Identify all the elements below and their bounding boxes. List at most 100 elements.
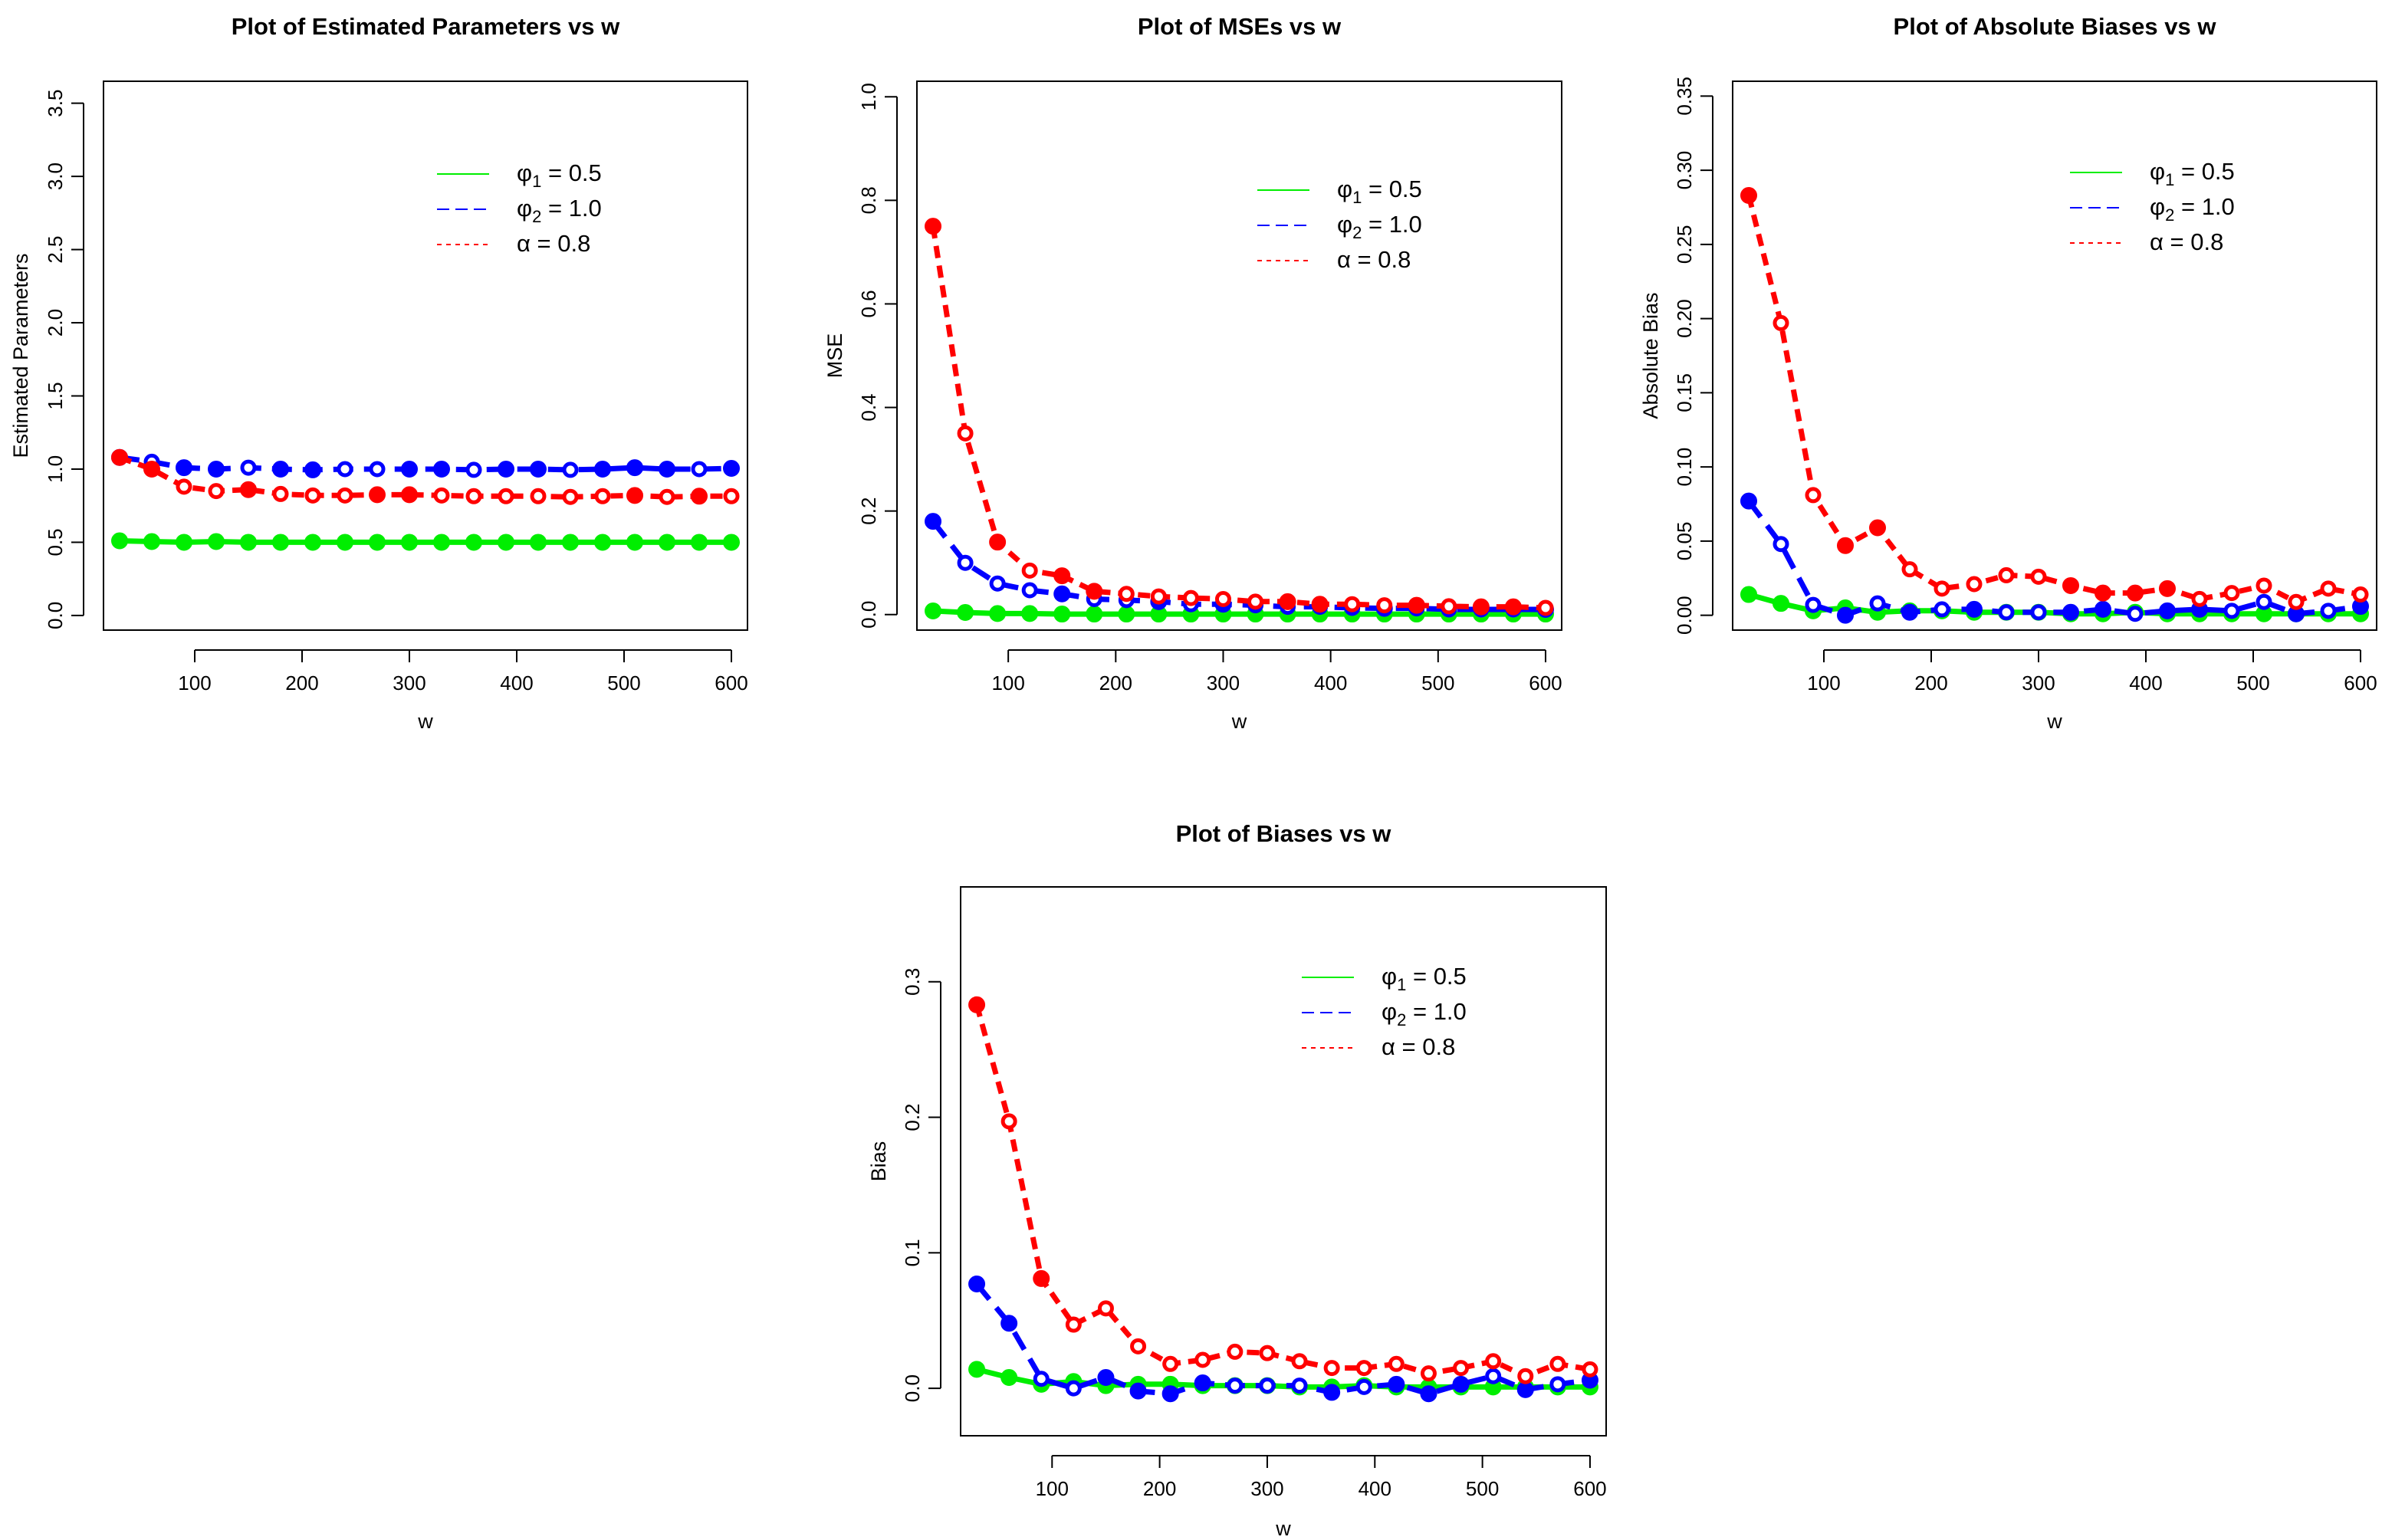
x-tick-label: 100 [178, 671, 211, 694]
chart-title: Plot of Absolute Biases vs w [1894, 13, 2217, 40]
data-point [1259, 1377, 1276, 1394]
data-point [957, 604, 974, 622]
data-point [659, 460, 675, 478]
data-point [1376, 597, 1393, 614]
data-point [337, 534, 353, 551]
x-tick-label: 100 [1807, 671, 1840, 694]
data-point [562, 488, 579, 505]
legend: φ1 = 0.5 φ2 = 1.0 α = 0.8 [437, 159, 602, 257]
data-point [1000, 1315, 1018, 1332]
x-tick-label: 200 [285, 671, 318, 694]
data-point [1901, 603, 1918, 621]
data-point [2256, 593, 2272, 610]
data-point [304, 461, 321, 478]
data-point [2159, 602, 2176, 619]
data-point [1740, 492, 1757, 510]
data-point [594, 534, 611, 551]
data-point [240, 459, 257, 476]
data-point [1150, 588, 1167, 605]
chart-mse: Plot of MSEs vs w 100 200 300 400 500 600 0.0 0.… [823, 13, 1562, 733]
y-tick-label: 0.05 [1673, 522, 1696, 561]
data-point [1934, 601, 1950, 618]
data-point [1247, 593, 1264, 610]
x-tick-label: 300 [1250, 1477, 1283, 1500]
data-point [1420, 1365, 1437, 1382]
data-point [1161, 1385, 1179, 1403]
y-tick-label: 0.30 [1673, 151, 1696, 190]
data-point [925, 603, 942, 620]
data-point [143, 533, 160, 550]
data-point [1355, 1378, 1372, 1395]
data-point [1516, 1381, 1534, 1398]
x-tick-label: 500 [2236, 671, 2269, 694]
legend-label-2: α = 0.8 [1337, 246, 1411, 273]
data-point [2030, 568, 2047, 585]
data-point [957, 425, 974, 442]
y-tick-label: 0.35 [1673, 77, 1696, 116]
y-tick-label: 0.1 [901, 1239, 924, 1266]
y-tick-label: 0.20 [1673, 299, 1696, 338]
y-tick-label: 0.10 [1673, 448, 1696, 487]
x-tick-label: 100 [1036, 1477, 1069, 1500]
data-point [208, 483, 225, 500]
data-point [1118, 606, 1135, 623]
x-tick-label: 300 [1207, 671, 1240, 694]
legend-label-2: α = 0.8 [517, 230, 590, 257]
legend-label-0: φ1 = 0.5 [2150, 158, 2235, 189]
y-axis-label: Estimated Parameters [9, 253, 32, 458]
x-tick-label: 600 [2344, 671, 2377, 694]
data-point [1901, 561, 1918, 578]
y-tick-label: 0.6 [857, 290, 880, 317]
data-point [1323, 1360, 1340, 1377]
plot-frame [1732, 80, 2377, 631]
data-point [1033, 1269, 1050, 1287]
data-point [2030, 604, 2047, 621]
data-point [1869, 519, 1886, 537]
data-point [1182, 589, 1199, 606]
data-point [1773, 595, 1789, 612]
data-point [691, 461, 708, 478]
chart-title: Plot of MSEs vs w [1138, 13, 1342, 40]
y-tick-label: 1.5 [44, 382, 67, 409]
legend: φ1 = 0.5 φ2 = 1.0 α = 0.8 [2070, 158, 2235, 255]
data-point [1485, 1353, 1502, 1370]
y-tick-label: 0.4 [857, 393, 880, 421]
y-axis-label: Absolute Bias [1639, 292, 1662, 419]
data-point [1194, 1374, 1211, 1392]
x-tick-label: 200 [1099, 671, 1132, 694]
data-point [401, 534, 418, 551]
data-point [1194, 1351, 1211, 1368]
data-point [2095, 600, 2111, 618]
data-point [1504, 598, 1522, 616]
x-tick-label: 400 [2129, 671, 2162, 694]
data-point [498, 534, 514, 551]
data-point [594, 488, 611, 504]
x-tick-label: 500 [607, 671, 640, 694]
data-point [2062, 576, 2079, 594]
data-point [1227, 1377, 1244, 1394]
data-point [2256, 577, 2272, 594]
data-point [369, 486, 386, 504]
legend-label-1: φ2 = 1.0 [517, 195, 602, 226]
series-phi2 [111, 448, 740, 478]
data-point [1453, 1360, 1470, 1377]
data-point [208, 460, 225, 478]
data-point [208, 533, 225, 550]
data-point [1452, 1375, 1470, 1393]
data-point [433, 487, 450, 504]
x-tick-label: 300 [2022, 671, 2055, 694]
legend: φ1 = 0.5 φ2 = 1.0 α = 0.8 [1302, 963, 1467, 1060]
data-point [626, 487, 643, 504]
data-point [989, 605, 1007, 622]
chart-title: Plot of Biases vs w [1176, 820, 1392, 847]
series-alpha [925, 218, 1554, 616]
data-point [240, 534, 257, 551]
data-point [2191, 590, 2208, 607]
data-point [1259, 1345, 1276, 1361]
data-point [1485, 1368, 1502, 1384]
x-axis-label: w [2046, 710, 2062, 733]
data-point [433, 460, 450, 478]
data-point [723, 460, 740, 478]
data-point [2223, 603, 2240, 619]
